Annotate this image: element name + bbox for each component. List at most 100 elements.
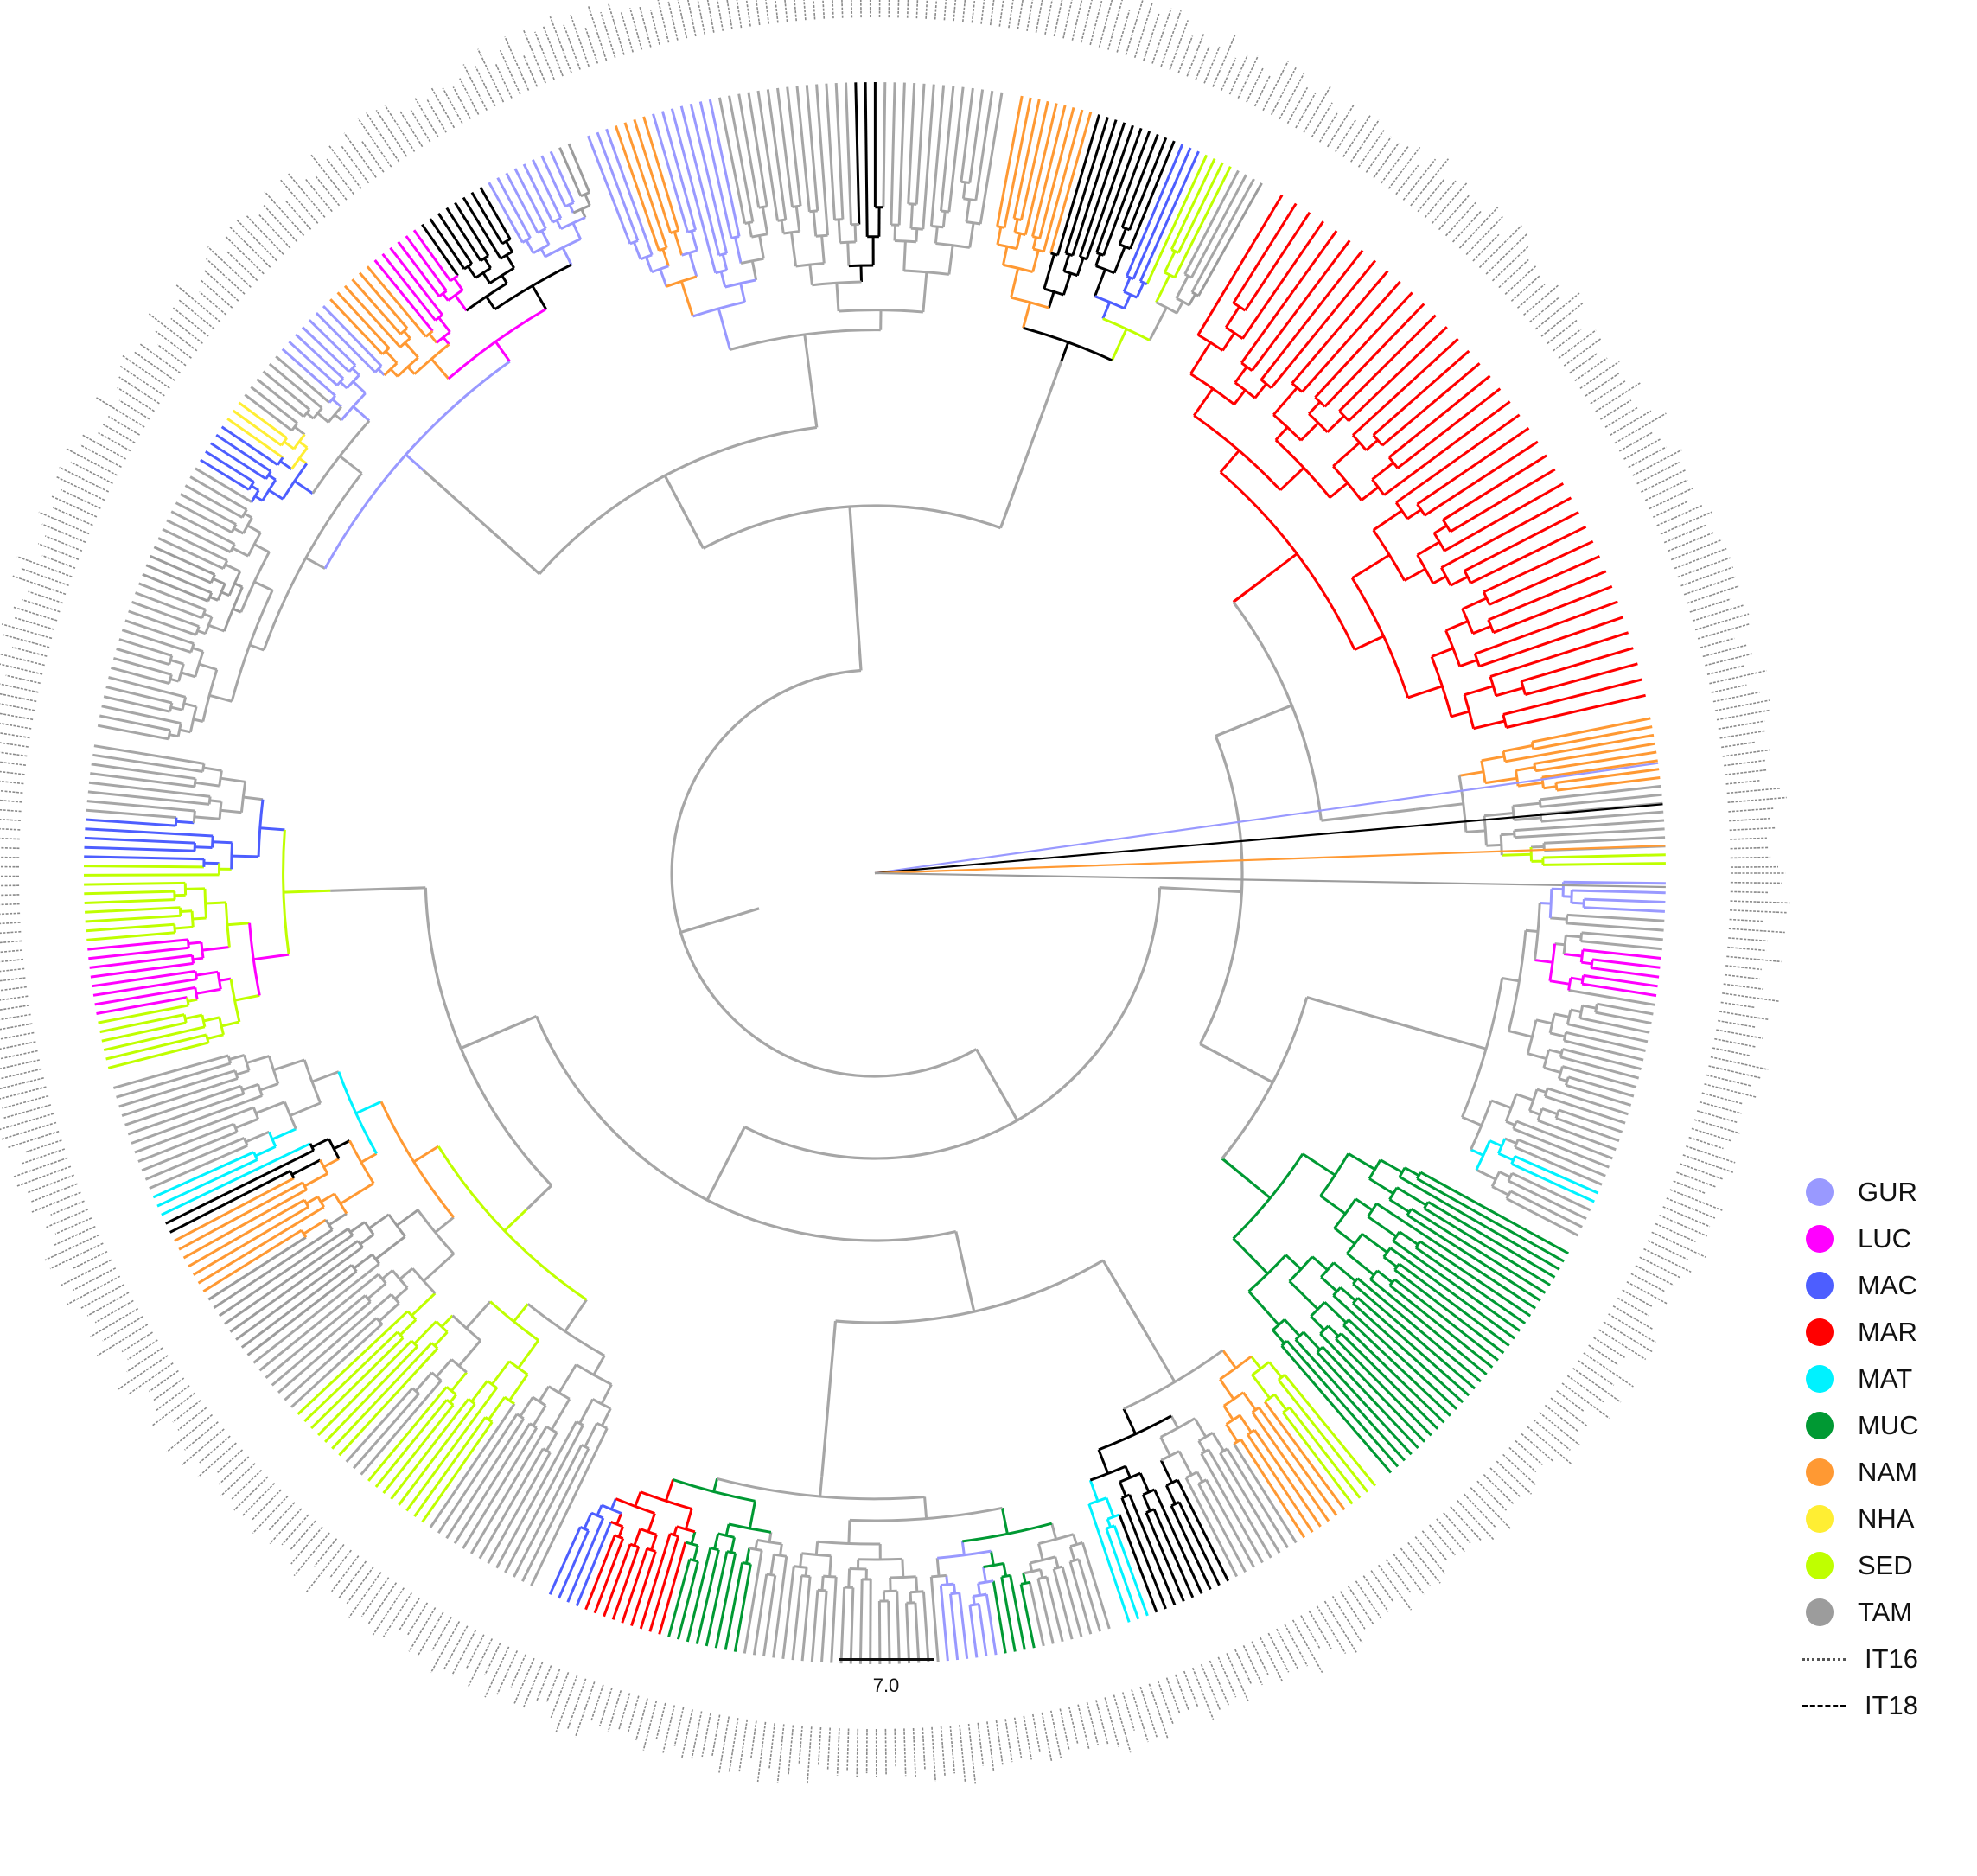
tree-branch (1510, 1155, 1516, 1165)
tree-branch (463, 262, 473, 271)
leaf-label-mark (598, 1687, 613, 1727)
leaf-label-mark (755, 0, 761, 26)
leaf-branch (1547, 1087, 1629, 1116)
tree-branch (1043, 253, 1055, 290)
tree-branch (1003, 263, 1034, 273)
tree-branch (201, 1014, 207, 1028)
leaf-label-mark (459, 78, 480, 115)
tree-branch (761, 207, 769, 235)
tree-branch (894, 239, 916, 244)
tree-branch (1272, 413, 1303, 442)
leaf-branch (1170, 1505, 1212, 1591)
legend-label: LUC (1858, 1223, 1912, 1254)
leaf-branch (429, 1402, 516, 1528)
leaf-branch (93, 744, 205, 765)
leaf-label-mark (1722, 749, 1770, 757)
leaf-label-mark (1450, 1506, 1482, 1541)
leaf-branch (1189, 174, 1247, 278)
leaf-branch (897, 82, 906, 226)
leaf-branch (1183, 169, 1240, 275)
tree-branch (212, 577, 226, 585)
tree-branch (1578, 1005, 1585, 1018)
tree-branch (1251, 1374, 1271, 1400)
leaf-branch (686, 1547, 712, 1643)
leaf-label-mark (1534, 292, 1580, 330)
tree-branch (1464, 685, 1494, 697)
leaf-label-mark (1050, 1710, 1062, 1758)
leaf-label-mark (1622, 1289, 1654, 1308)
tree-branch (253, 580, 273, 592)
leaf-branch (87, 938, 188, 951)
leaf-branch (896, 1591, 901, 1664)
leaf-branch (1521, 647, 1634, 683)
leaf-label-mark (1246, 67, 1264, 103)
leaf-branch (224, 1234, 354, 1325)
leaf-branch (178, 1181, 303, 1251)
leaf-branch (189, 475, 248, 511)
tree-branch (814, 1541, 819, 1555)
tree-branch (1320, 1261, 1335, 1279)
leaf-branch (1003, 97, 1032, 228)
leaf-branch (1506, 693, 1646, 729)
leaf-label-mark (1674, 547, 1727, 570)
leaf-label-mark (522, 1662, 544, 1709)
leaf-branch (947, 86, 965, 213)
leaf-branch (513, 1444, 584, 1578)
tree-branch (1062, 253, 1071, 272)
leaf-label-mark (126, 1347, 163, 1373)
tree-branch (1562, 935, 1567, 954)
leaf-branch (317, 1339, 413, 1437)
tree-branch (1352, 1277, 1359, 1286)
leaf-label-mark (38, 511, 90, 535)
leaf-label-mark (12, 575, 67, 596)
leaf-label-mark (468, 1638, 494, 1688)
tree-branch (403, 330, 411, 340)
tree-branch (305, 412, 315, 420)
leaf-label-mark (50, 495, 98, 518)
tree-branch (450, 1371, 468, 1392)
leaf-label-mark (574, 1681, 596, 1738)
leaf-branch (689, 103, 729, 254)
tree-branch (1232, 579, 1262, 603)
leaf-label-mark (1729, 817, 1770, 822)
tree-branch (208, 693, 233, 703)
tree-branch (614, 1534, 624, 1540)
leaf-branch (1474, 600, 1618, 655)
tree-branch (1247, 1290, 1280, 1326)
tree-branch (1525, 928, 1539, 933)
leaf-branch (297, 1310, 409, 1415)
leaf-branch (820, 1590, 828, 1663)
leaf-label-mark (3, 1104, 52, 1119)
leaf-label-mark (268, 1502, 296, 1531)
leaf-label-mark (1540, 303, 1584, 337)
tree-branch (1590, 959, 1594, 968)
leaf-label-mark (1004, 1719, 1013, 1763)
tree-branch (1247, 1179, 1272, 1199)
leaf-label-mark (1610, 410, 1652, 437)
leaf-label-mark (1527, 1426, 1572, 1464)
leaf-label-mark (170, 317, 203, 344)
tree-branch (1368, 1177, 1394, 1195)
leaf-label-mark (1350, 119, 1380, 163)
leaf-label-mark (0, 761, 27, 766)
leaf-label-mark (1639, 1256, 1681, 1279)
tree-branch (231, 854, 259, 858)
leaf-branch (83, 873, 220, 877)
tree-branch (1219, 1378, 1235, 1401)
leaf-label-mark (1688, 1136, 1724, 1150)
leaf-branch (1282, 1411, 1354, 1505)
leaf-label-mark (1636, 461, 1680, 485)
tree-branch (1031, 250, 1040, 272)
tree-branch (1472, 625, 1492, 635)
tree-branch (188, 941, 202, 945)
leaf-label-mark (765, 0, 770, 24)
tree-branch (1135, 282, 1145, 298)
leaf-label-mark (1489, 1467, 1521, 1497)
tree-branch (247, 481, 255, 491)
leaf-branch (1340, 1332, 1439, 1430)
leaf-branch (1356, 1297, 1470, 1397)
tree-branch (1219, 1447, 1228, 1455)
leaf-branch (88, 781, 211, 798)
leaf-label-mark (1068, 1707, 1079, 1744)
tree-branch (1242, 1391, 1257, 1411)
